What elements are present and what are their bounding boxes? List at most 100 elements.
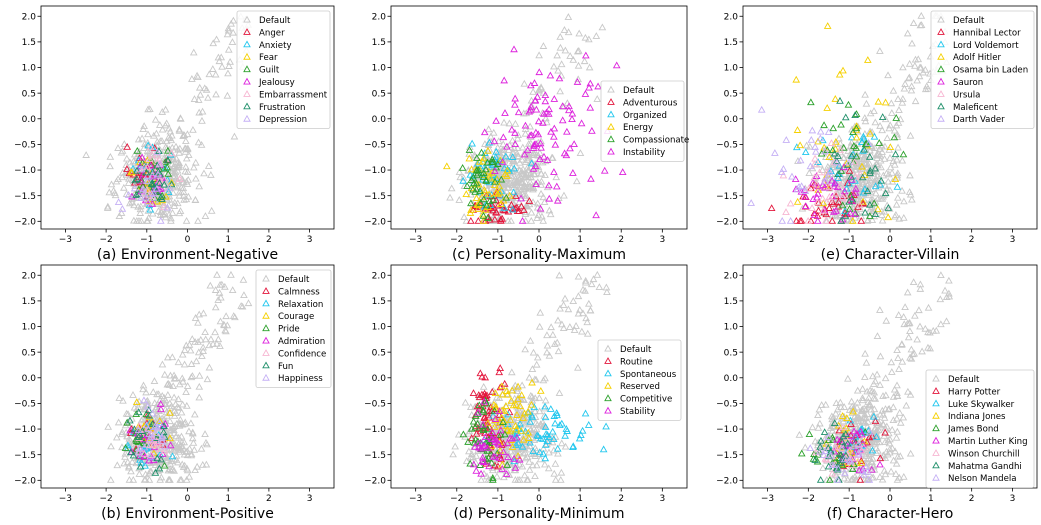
default-point <box>876 194 885 202</box>
x-tick-label: −2 <box>450 494 463 504</box>
embarrassment-point <box>145 155 154 163</box>
reserved-point <box>514 395 522 403</box>
y-tick-label: 1.5 <box>724 297 738 307</box>
hannibal-lector-point <box>845 166 854 174</box>
default-point <box>862 99 871 107</box>
default-point <box>898 340 906 347</box>
legend-label: Default <box>278 275 310 285</box>
instability-point <box>545 194 554 202</box>
default-point <box>893 381 901 389</box>
nelson-mandela-point <box>863 467 872 475</box>
default-point <box>519 109 528 117</box>
default-point <box>540 411 549 419</box>
default-point <box>149 388 158 395</box>
default-point <box>114 144 122 151</box>
default-point <box>156 211 165 218</box>
default-point <box>863 181 871 189</box>
fun-point <box>159 428 168 436</box>
default-point <box>192 174 200 182</box>
mahatma-gandhi-point <box>816 475 825 483</box>
instability-point <box>510 45 518 53</box>
default-point <box>504 146 513 154</box>
organized-point <box>459 176 468 184</box>
sauron-point <box>832 206 840 214</box>
default-point <box>175 126 184 134</box>
default-point <box>183 464 191 472</box>
james-bond-point <box>848 465 857 472</box>
default-point <box>595 283 604 291</box>
osama-bin-laden-point <box>866 212 874 219</box>
default-point <box>882 391 890 399</box>
default-point <box>541 171 549 178</box>
legend: DefaultRoutineSpontaneousReservedCompeti… <box>597 339 682 421</box>
default-point <box>867 195 875 203</box>
y-tick-label: −2.0 <box>364 218 386 228</box>
legend-marker <box>607 147 615 155</box>
default-point <box>942 317 951 325</box>
legend-marker <box>604 406 612 414</box>
default-point <box>226 57 234 65</box>
default-point <box>170 438 178 446</box>
confidence-point <box>145 441 154 449</box>
default-point <box>125 475 134 483</box>
lord-voldemort-point <box>860 134 868 142</box>
confidence-point <box>140 449 149 457</box>
default-point <box>144 130 152 138</box>
default-point <box>580 57 589 65</box>
adolf-hitler-point <box>835 70 844 78</box>
legend-marker <box>243 90 251 97</box>
default-point <box>508 136 517 144</box>
default-point <box>549 330 557 338</box>
default-point <box>895 365 903 372</box>
spontaneous-point <box>541 440 550 448</box>
x-tick-label: −1 <box>843 494 856 504</box>
routine-point <box>497 455 506 463</box>
default-point <box>496 213 505 221</box>
default-point <box>904 333 913 341</box>
pride-point <box>123 418 132 426</box>
default-point <box>917 11 926 19</box>
routine-point <box>496 383 505 391</box>
sauron-point <box>810 211 819 218</box>
winson-churchill-point <box>839 423 847 431</box>
default-point <box>163 195 172 203</box>
default-point <box>172 142 180 150</box>
default-point <box>579 309 587 317</box>
frustration-point <box>160 180 169 188</box>
routine-point <box>478 372 486 380</box>
default-point <box>207 171 215 178</box>
default-point <box>493 472 501 480</box>
routine-point <box>495 368 504 376</box>
reserved-point <box>502 402 510 410</box>
james-bond-point <box>826 475 834 483</box>
instability-point <box>555 74 564 82</box>
default-point <box>532 166 541 174</box>
default-point <box>872 175 880 182</box>
y-tick-label: −2.0 <box>364 477 386 487</box>
instability-point <box>585 83 593 91</box>
legend-marker <box>932 473 940 481</box>
legend-marker <box>243 77 251 85</box>
default-point <box>161 121 170 129</box>
default-point <box>178 350 187 358</box>
default-point <box>170 426 178 434</box>
default-point <box>171 409 180 417</box>
compassionate-point <box>482 165 490 173</box>
default-point <box>164 450 173 457</box>
ursula-point <box>786 199 795 207</box>
default-point <box>513 134 522 142</box>
osama-bin-laden-point <box>849 128 857 136</box>
default-point <box>556 32 565 40</box>
confidence-point <box>147 430 156 438</box>
default-point <box>172 451 181 459</box>
legend-label: Default <box>623 86 655 96</box>
competitive-point <box>469 417 478 425</box>
martin-luther-king-point <box>876 460 884 468</box>
sauron-point <box>814 182 823 190</box>
default-point <box>158 414 166 422</box>
courage-point <box>133 398 141 406</box>
routine-point <box>484 411 493 419</box>
legend-marker <box>262 311 270 319</box>
default-point <box>550 62 558 70</box>
default-point <box>168 209 177 216</box>
